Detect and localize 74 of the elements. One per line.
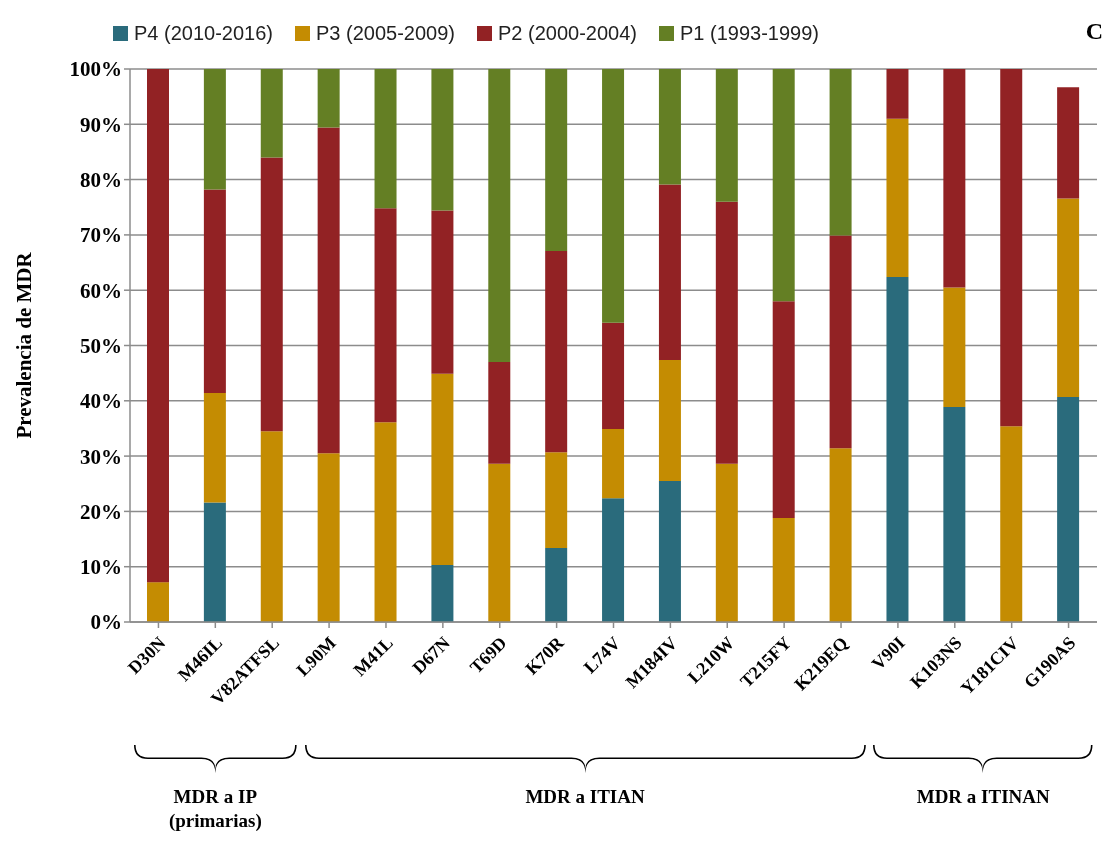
y-tick-label: 30% (80, 444, 122, 469)
bar (658, 359, 681, 481)
bar (1000, 69, 1023, 427)
bar (260, 431, 283, 622)
bar (545, 69, 568, 251)
bar (203, 69, 226, 190)
y-axis-title: Prevalencia de MDR (12, 251, 37, 439)
y-tick-label: 90% (80, 112, 122, 137)
bar (317, 127, 340, 454)
bar (260, 157, 283, 432)
bar (715, 463, 738, 622)
bar (602, 322, 625, 429)
bar (886, 276, 909, 622)
y-tick-label: 10% (80, 555, 122, 580)
bar (488, 463, 511, 622)
bar (317, 453, 340, 622)
bar (147, 69, 169, 583)
bar (545, 547, 568, 622)
legend-label: P2 (2000-2004) (497, 22, 637, 45)
bar (943, 287, 966, 407)
text: MDR a ITIAN (524, 785, 646, 809)
text: MDR a ITINAN (915, 785, 1051, 809)
bar (374, 69, 397, 209)
bar (203, 393, 226, 503)
bar (431, 565, 454, 622)
y-tick-label: 70% (80, 223, 122, 248)
bar (317, 69, 340, 128)
y-tick-label: 20% (80, 499, 122, 524)
bar (147, 582, 169, 622)
bar (658, 184, 681, 360)
bar (374, 422, 397, 622)
bar (715, 69, 738, 202)
bar (658, 69, 681, 185)
bar (488, 69, 511, 363)
bar (829, 235, 852, 449)
bar (602, 429, 625, 499)
y-tick-label: 40% (80, 389, 122, 414)
bar (602, 69, 625, 323)
bar (545, 250, 568, 453)
y-tick-label: 60% (80, 278, 122, 303)
bar (658, 480, 681, 622)
bar (772, 518, 795, 622)
bar (1057, 198, 1080, 397)
bar (488, 362, 511, 464)
bar (772, 301, 795, 519)
legend-label: P3 (2005-2009) (315, 22, 455, 45)
bar (829, 448, 852, 622)
y-tick-label: 100% (69, 57, 122, 82)
bar (431, 373, 454, 566)
y-tick-label: 0% (90, 610, 122, 635)
legend-label: P1 (1993-1999) (679, 22, 819, 45)
bar (260, 69, 283, 158)
bar (431, 210, 454, 374)
bar (431, 69, 454, 211)
bar (829, 69, 852, 236)
bar (715, 201, 738, 464)
legend-label: P4 (2010-2016) (134, 22, 273, 45)
bar (602, 498, 625, 622)
bar (772, 69, 795, 302)
bar (943, 406, 966, 622)
text: MDR a IP (primarias) (167, 785, 263, 833)
text: C (1085, 18, 1103, 45)
bar (886, 118, 909, 277)
bar (545, 452, 568, 548)
bar (1000, 426, 1023, 622)
y-tick-label: 80% (80, 168, 122, 193)
bar (886, 69, 909, 119)
bar (943, 69, 966, 288)
y-tick-label: 50% (80, 333, 122, 358)
bar (374, 208, 397, 423)
bar (203, 189, 226, 394)
bar (203, 502, 226, 622)
bar (1057, 396, 1080, 622)
bar (1057, 87, 1080, 199)
